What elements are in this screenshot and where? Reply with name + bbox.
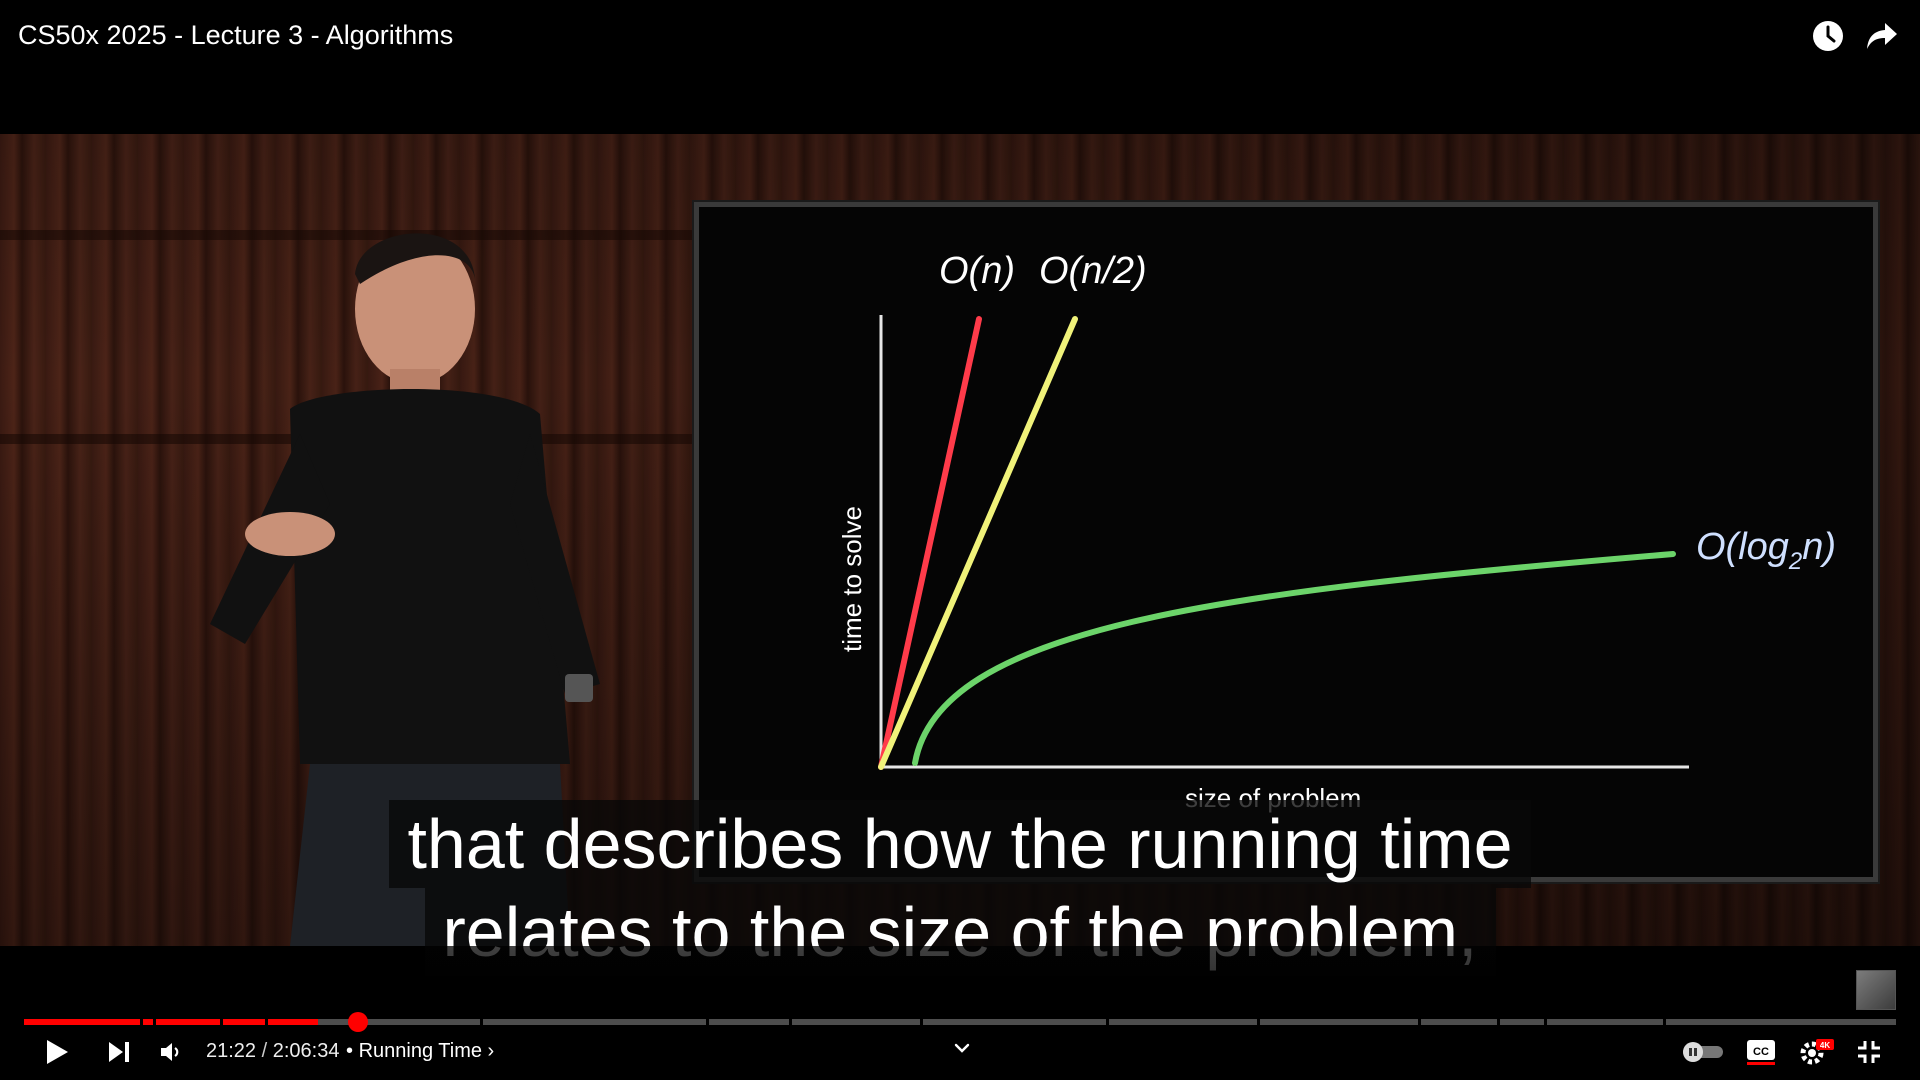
o-log-n-curve [912,551,1676,766]
channel-thumbnail[interactable] [1856,970,1896,1010]
o-n-half-label: O(n/2) [1039,250,1147,292]
gear-icon[interactable]: 4K [1794,1036,1840,1068]
next-icon[interactable] [96,1036,142,1068]
progress-segment [1666,1019,1896,1025]
complexity-graph: O(n) O(n/2) O(log2n) time to solve size … [837,250,1836,813]
progress-segment-played [156,1019,220,1025]
play-icon[interactable] [34,1036,80,1068]
progress-segment [709,1019,789,1025]
video-frame[interactable]: O(n) O(n/2) O(log2n) time to solve size … [0,134,1920,946]
chapter-bullet: • [346,1040,354,1062]
time-separator: / [261,1040,268,1062]
video-title[interactable]: CS50x 2025 - Lecture 3 - Algorithms [18,20,454,50]
progress-segment-played [24,1019,140,1025]
progress-segment [318,1019,480,1025]
projection-screen: O(n) O(n/2) O(log2n) time to solve size … [694,202,1878,882]
clock-icon[interactable] [1808,16,1848,56]
caption-line-1: that describes how the running time [389,800,1531,888]
scrubber-handle[interactable] [348,1012,368,1032]
current-time: 21:22 [206,1040,257,1062]
share-arrow-icon[interactable] [1862,16,1902,56]
progress-segment [792,1019,920,1025]
progress-segment [1260,1019,1418,1025]
top-bar: CS50x 2025 - Lecture 3 - Algorithms [0,0,1920,134]
progress-segment-played [223,1019,265,1025]
progress-segment-played [268,1019,318,1025]
progress-segment [483,1019,706,1025]
o-n-line [878,316,982,770]
quality-badge: 4K [1820,1041,1830,1050]
volume-icon[interactable] [148,1036,194,1068]
o-log-n-label: O(log2n) [1696,526,1836,575]
wall-rail [0,230,700,240]
progress-segment [1421,1019,1497,1025]
o-n-label: O(n) [939,250,1015,292]
progress-segment [1500,1019,1544,1025]
svg-text:CC: CC [1753,1046,1769,1058]
progress-segment [1547,1019,1663,1025]
autoplay-toggle-icon[interactable] [1680,1036,1726,1068]
y-axis-label: time to solve [837,506,867,652]
chapter-chevron-icon: › [487,1040,495,1062]
progress-segment-played [143,1019,153,1025]
chapter-button[interactable]: • Running Time › [346,1040,494,1063]
player-controls [0,946,1920,1080]
progress-bar[interactable] [24,1012,1896,1032]
o-n-half-line [878,316,1078,770]
cc-icon[interactable]: CC [1738,1036,1784,1068]
chevron-down-icon[interactable] [950,1040,974,1058]
exit-fullscreen-icon[interactable] [1846,1036,1892,1068]
chapter-title: Running Time [358,1040,482,1062]
progress-segment [923,1019,1106,1025]
time-display: 21:22 / 2:06:34 [206,1040,339,1063]
progress-segment [1109,1019,1257,1025]
total-time: 2:06:34 [272,1040,340,1062]
